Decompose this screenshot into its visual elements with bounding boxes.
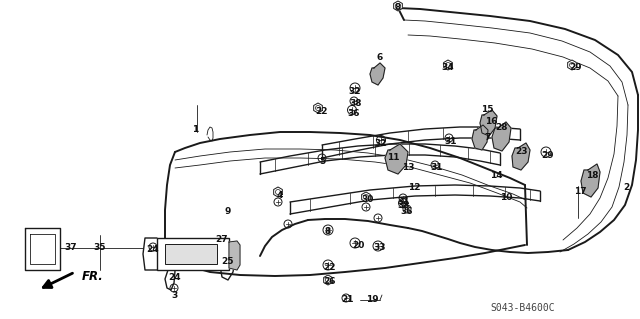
Text: 2: 2 [623, 183, 629, 192]
Text: 36: 36 [348, 108, 360, 117]
Text: 19: 19 [365, 295, 378, 305]
Text: 28: 28 [495, 123, 508, 132]
Text: 32: 32 [349, 86, 361, 95]
Text: 6: 6 [377, 54, 383, 63]
Text: 18: 18 [586, 170, 598, 180]
Text: 22: 22 [324, 263, 336, 272]
Text: 21: 21 [342, 295, 355, 305]
Text: 4: 4 [277, 190, 283, 199]
Text: 24: 24 [169, 273, 181, 283]
Polygon shape [362, 192, 371, 202]
Polygon shape [229, 241, 240, 270]
Text: 31: 31 [431, 164, 444, 173]
Text: 14: 14 [490, 170, 502, 180]
Text: 3: 3 [172, 291, 178, 300]
Text: 17: 17 [573, 188, 586, 197]
Polygon shape [370, 63, 385, 85]
Polygon shape [444, 60, 452, 70]
Text: 27: 27 [216, 235, 228, 244]
Text: 22: 22 [315, 107, 327, 115]
Polygon shape [568, 60, 577, 70]
Text: 10: 10 [500, 194, 512, 203]
Text: 12: 12 [408, 183, 420, 192]
Polygon shape [480, 110, 497, 136]
Text: 29: 29 [541, 151, 554, 160]
Text: 23: 23 [515, 147, 527, 157]
Polygon shape [472, 125, 488, 150]
Text: 31: 31 [397, 197, 410, 205]
Polygon shape [314, 103, 323, 113]
Text: S043-B4600C: S043-B4600C [490, 303, 555, 313]
Text: 15: 15 [481, 106, 493, 115]
Polygon shape [512, 143, 530, 170]
Text: 26: 26 [324, 278, 336, 286]
Text: 38: 38 [397, 201, 410, 210]
Text: 33: 33 [374, 243, 387, 253]
Polygon shape [394, 1, 403, 11]
Polygon shape [324, 275, 332, 285]
Text: 24: 24 [147, 244, 159, 254]
Text: 13: 13 [402, 164, 414, 173]
Text: 8: 8 [325, 227, 331, 236]
Text: 1: 1 [192, 125, 198, 135]
Text: 25: 25 [221, 257, 234, 266]
Text: 5: 5 [319, 157, 325, 166]
Text: 20: 20 [352, 241, 364, 249]
Text: 35: 35 [93, 242, 106, 251]
Text: 7: 7 [485, 132, 491, 142]
Polygon shape [581, 164, 600, 197]
Text: 30: 30 [362, 196, 374, 204]
Bar [165, 244, 217, 264]
Polygon shape [274, 187, 282, 197]
Text: 37: 37 [65, 242, 77, 251]
Text: 16: 16 [484, 117, 497, 127]
Text: 9: 9 [225, 207, 231, 217]
Polygon shape [385, 144, 408, 174]
Text: 38: 38 [349, 100, 362, 108]
Text: 11: 11 [387, 153, 399, 162]
Text: 32: 32 [375, 138, 387, 147]
Text: 29: 29 [570, 63, 582, 72]
Text: 36: 36 [401, 206, 413, 216]
Text: 34: 34 [442, 63, 454, 72]
Text: FR.: FR. [82, 270, 104, 283]
Polygon shape [492, 122, 511, 151]
Text: 31: 31 [445, 137, 457, 145]
Text: 8: 8 [395, 4, 401, 12]
Bar [157, 238, 229, 270]
